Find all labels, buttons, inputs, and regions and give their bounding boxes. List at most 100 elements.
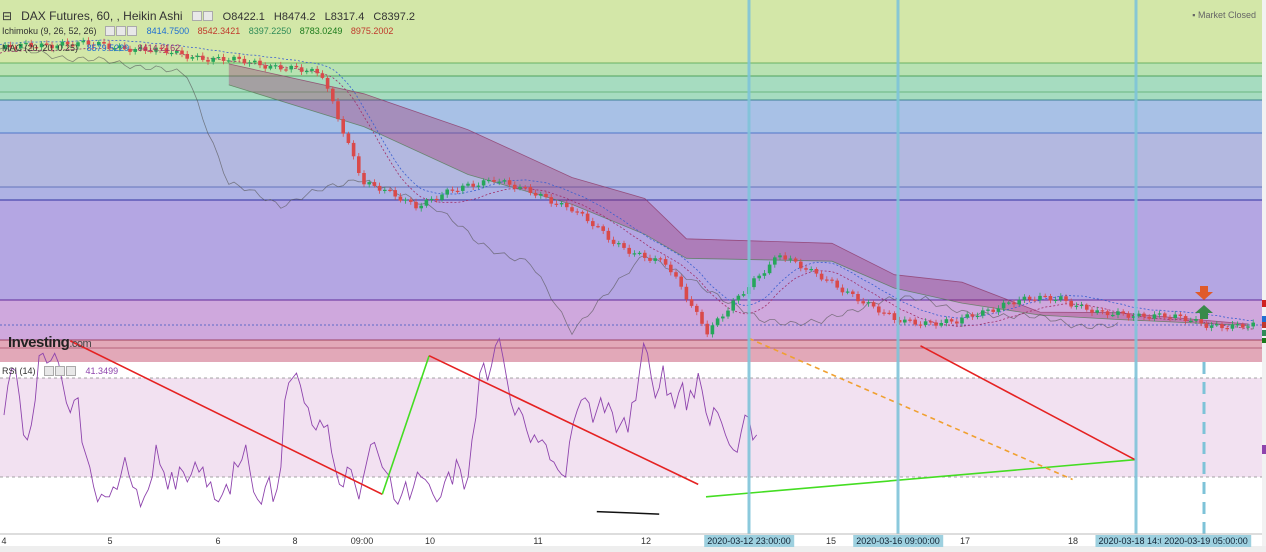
trendline-red <box>69 340 383 496</box>
bear-candle <box>180 50 184 54</box>
rsi-trendlines[interactable] <box>69 337 1136 515</box>
bear-candle <box>86 40 91 45</box>
bear-candle <box>409 199 413 202</box>
trendline-red <box>428 354 699 486</box>
bear-candle <box>1142 313 1146 317</box>
bull-candle <box>112 48 117 50</box>
bull-candle <box>3 45 7 49</box>
bear-candle <box>45 43 49 45</box>
bull-candle <box>996 308 1001 312</box>
bull-candle <box>1137 313 1141 317</box>
bear-candle <box>1204 323 1209 328</box>
bear-candle <box>128 48 132 52</box>
bear-candle <box>159 47 163 49</box>
bull-candle <box>367 182 371 185</box>
rsi-series <box>3 337 758 509</box>
rsi-band <box>0 378 1262 477</box>
bear-candle <box>242 58 247 64</box>
chikou-line <box>0 46 1119 336</box>
bear-candle <box>835 280 839 288</box>
bear-candle <box>528 187 533 193</box>
bull-candle <box>741 294 746 296</box>
bull-candle <box>866 302 871 304</box>
bear-candle <box>143 47 148 51</box>
bull-candle <box>502 180 507 182</box>
signal-arrows <box>1195 286 1213 319</box>
bull-candle <box>268 65 273 69</box>
bear-candle <box>1168 317 1172 319</box>
senkou-a-line <box>228 63 1249 325</box>
bear-candle <box>393 190 397 197</box>
bear-candle <box>450 189 455 191</box>
price-axis[interactable] <box>1262 0 1266 552</box>
bull-candle <box>923 321 928 325</box>
bull-candle <box>76 42 80 47</box>
bull-candle <box>1111 314 1115 317</box>
rsi-buttons[interactable] <box>44 366 77 378</box>
bear-candle <box>435 198 439 201</box>
bear-candle <box>507 180 512 185</box>
bear-candle <box>206 59 210 62</box>
bull-candle <box>710 325 715 335</box>
bull-candle <box>1079 304 1084 306</box>
bear-candle <box>1027 296 1032 300</box>
ichimoku-buttons[interactable] <box>105 26 138 38</box>
bear-candle <box>913 319 917 325</box>
bear-candle <box>856 294 860 302</box>
bear-candle <box>50 44 54 49</box>
bear-candle <box>1241 324 1245 328</box>
bear-candle <box>13 47 18 49</box>
bull-candle <box>1001 302 1006 309</box>
bear-candle <box>414 201 418 209</box>
bull-candle <box>476 185 481 187</box>
bear-candle <box>991 309 995 312</box>
bull-candle <box>305 70 309 73</box>
bull-candle <box>429 198 434 201</box>
bear-candle <box>544 194 548 198</box>
bear-candle <box>591 221 595 227</box>
bull-candle <box>419 205 423 209</box>
ichimoku-value: 8414.7500 <box>146 26 190 37</box>
kumo-area <box>228 63 1249 326</box>
bear-candle <box>575 211 579 213</box>
bull-candle <box>273 65 278 67</box>
bear-candle <box>258 60 262 66</box>
bull-candle <box>1209 325 1214 328</box>
trendline-black <box>596 510 660 515</box>
bear-candle <box>1033 299 1037 301</box>
bear-candle <box>882 312 886 314</box>
bear-candle <box>1064 296 1068 301</box>
bear-candle <box>320 73 325 78</box>
bear-candle <box>908 319 912 321</box>
bear-candle <box>455 190 460 192</box>
bear-candle <box>819 273 824 280</box>
bull-candle <box>461 185 465 191</box>
bear-candle <box>934 322 938 326</box>
bear-candle <box>689 299 694 306</box>
bear-candle <box>372 182 377 186</box>
bull-candle <box>539 194 543 196</box>
bear-candle <box>622 243 626 248</box>
bear-candle <box>1012 302 1016 305</box>
x-tick-label: 09:00 <box>350 536 374 546</box>
bear-candle <box>1183 316 1188 322</box>
bear-candle <box>705 323 709 335</box>
heikin-ashi-candles <box>3 37 1255 338</box>
bull-candle <box>1116 311 1120 315</box>
bear-candle <box>783 255 787 260</box>
x-tick-label: 11 <box>533 536 543 546</box>
legend-buttons[interactable] <box>191 10 214 24</box>
bull-candle <box>788 258 793 260</box>
vertical-markers[interactable] <box>747 0 1206 534</box>
ichimoku-value: 8542.3421 <box>197 26 241 37</box>
x-tick-label: 10 <box>424 536 436 546</box>
bear-candle <box>897 320 902 323</box>
x-tick-label: 4 <box>1 536 7 546</box>
bear-candle <box>263 65 267 69</box>
ohlc-low: L8317.4 <box>324 11 365 23</box>
bear-candle <box>336 101 340 120</box>
bear-candle <box>877 306 881 313</box>
bear-candle <box>601 226 605 231</box>
bull-candle <box>440 194 444 200</box>
